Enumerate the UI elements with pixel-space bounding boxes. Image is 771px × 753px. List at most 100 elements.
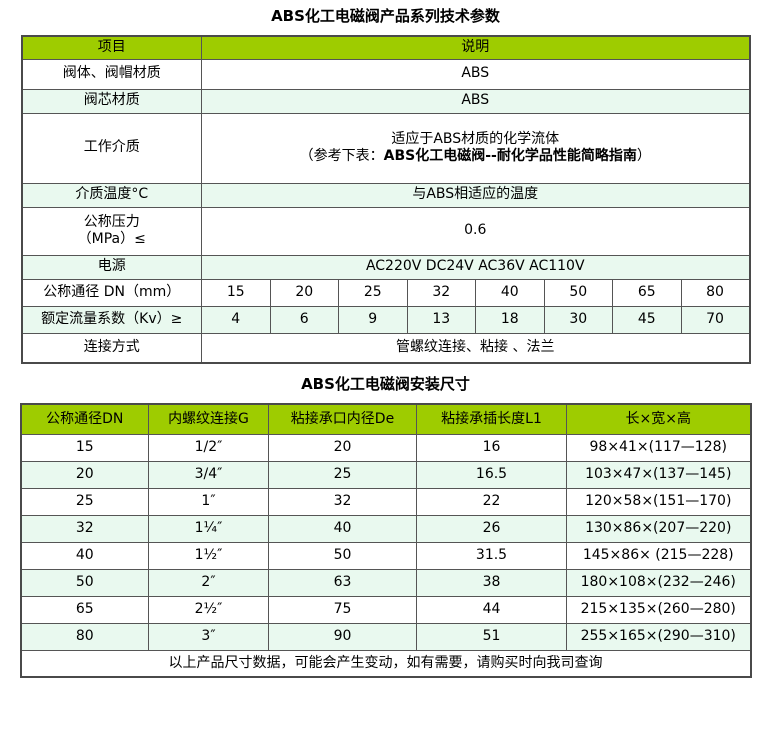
label-medium-temperature: 介质温度°C xyxy=(21,182,202,208)
working-medium-prefix: （参考下表： xyxy=(299,148,384,164)
table-row-connection-type: 连接方式 管螺纹连接、粘接 、法兰 xyxy=(21,332,750,364)
dim-r1-c2: 25 xyxy=(268,460,417,489)
dim-r3-c3: 26 xyxy=(416,514,567,543)
kv-cell-6: 45 xyxy=(612,305,682,334)
working-medium-reference: ABS化工电磁阀--耐化学品性能简略指南 xyxy=(383,148,637,164)
table-row: 32 1¼″ 40 26 130×86×(207—220) xyxy=(20,514,751,543)
dim-r7-c3: 51 xyxy=(416,622,567,651)
table-row-working-medium: 工作介质 适应于ABS材质的化学流体 （参考下表：ABS化工电磁阀--耐化学品性… xyxy=(21,112,750,184)
dim-r3-c0: 32 xyxy=(20,514,149,543)
dim-r7-c0: 80 xyxy=(20,622,149,651)
value-working-medium: 适应于ABS材质的化学流体 （参考下表：ABS化工电磁阀--耐化学品性能简略指南… xyxy=(201,112,750,184)
value-medium-temperature: 与ABS相适应的温度 xyxy=(201,182,750,208)
dn-cell-2: 25 xyxy=(338,278,408,307)
dim-r2-c1: 1″ xyxy=(148,487,269,516)
dim-r6-c4: 215×135×(260—280) xyxy=(566,595,751,624)
table-row: 50 2″ 63 38 180×108×(232—246) xyxy=(20,568,751,597)
dn-cell-3: 32 xyxy=(406,278,476,307)
dim-r4-c1: 1½″ xyxy=(148,541,269,570)
kv-cell-2: 9 xyxy=(338,305,408,334)
dim-r5-c2: 63 xyxy=(268,568,417,597)
kv-cell-3: 13 xyxy=(406,305,476,334)
table-row: 20 3/4″ 25 16.5 103×47×(137—145) xyxy=(20,460,751,489)
dimension-note: 以上产品尺寸数据，可能会产生变动，如有需要，请购买时向我司查询 xyxy=(20,649,751,678)
dim-r5-c4: 180×108×(232—246) xyxy=(566,568,751,597)
working-medium-line-2: （参考下表：ABS化工电磁阀--耐化学品性能简略指南） xyxy=(205,148,746,166)
dn-cell-0: 15 xyxy=(201,278,271,307)
table-row-nominal-diameter: 公称通径 DN（mm） 15 20 25 32 40 50 65 80 xyxy=(21,278,750,307)
dimension-table-title: ABS化工电磁阀安装尺寸 xyxy=(301,375,470,393)
nominal-pressure-label-line-2: （MPa）≤ xyxy=(77,231,146,247)
dim-r0-c0: 15 xyxy=(20,433,149,462)
dim-header-4: 长×宽×高 xyxy=(566,403,751,435)
value-core-material: ABS xyxy=(201,88,750,114)
dim-r2-c2: 32 xyxy=(268,487,417,516)
table-row-dimension-note: 以上产品尺寸数据，可能会产生变动，如有需要，请购买时向我司查询 xyxy=(20,649,751,678)
table-row: 80 3″ 90 51 255×165×(290—310) xyxy=(20,622,751,651)
kv-cell-1: 6 xyxy=(269,305,339,334)
dim-r6-c1: 2½″ xyxy=(148,595,269,624)
table-row-medium-temperature: 介质温度°C 与ABS相适应的温度 xyxy=(21,182,750,208)
label-flow-coefficient: 额定流量系数（Kv）≥ xyxy=(21,305,202,334)
label-power-supply: 电源 xyxy=(21,254,202,280)
dim-r4-c2: 50 xyxy=(268,541,417,570)
working-medium-line-1: 适应于ABS材质的化学流体 xyxy=(391,130,560,147)
dim-r3-c4: 130×86×(207—220) xyxy=(566,514,751,543)
table-row-flow-coefficient: 额定流量系数（Kv）≥ 4 6 9 13 18 30 45 70 xyxy=(21,305,750,334)
dn-cell-1: 20 xyxy=(269,278,339,307)
dim-r4-c0: 40 xyxy=(20,541,149,570)
dn-cell-6: 65 xyxy=(612,278,682,307)
dim-r5-c3: 38 xyxy=(416,568,567,597)
value-connection-type: 管螺纹连接、粘接 、法兰 xyxy=(201,332,750,364)
dim-r2-c4: 120×58×(151—170) xyxy=(566,487,751,516)
dn-cell-4: 40 xyxy=(475,278,545,307)
dimension-table: 公称通径DN 内螺纹连接G 粘接承口内径De 粘接承插长度L1 长×宽×高 15… xyxy=(19,403,752,678)
table-row-nominal-pressure: 公称压力 （MPa）≤ 0.6 xyxy=(21,206,750,256)
table-row: 15 1/2″ 20 16 98×41×(117—128) xyxy=(20,433,751,462)
table-row-body-material: 阀体、阀帽材质 ABS xyxy=(21,58,750,90)
dn-cell-5: 50 xyxy=(543,278,613,307)
label-core-material: 阀芯材质 xyxy=(21,88,202,114)
label-connection-type: 连接方式 xyxy=(21,332,202,364)
dim-header-0: 公称通径DN xyxy=(20,403,149,435)
dim-r6-c3: 44 xyxy=(416,595,567,624)
table-row: 25 1″ 32 22 120×58×(151—170) xyxy=(20,487,751,516)
dim-r3-c1: 1¼″ xyxy=(148,514,269,543)
kv-cell-5: 30 xyxy=(543,305,613,334)
kv-cell-7: 70 xyxy=(680,305,750,334)
dim-r4-c3: 31.5 xyxy=(416,541,567,570)
spec-table: 项目 说明 阀体、阀帽材质 ABS 阀芯材质 ABS 工作介质 适应于ABS材质… xyxy=(20,35,751,364)
dim-r3-c2: 40 xyxy=(268,514,417,543)
spec-header-item: 项目 xyxy=(21,35,202,60)
kv-cell-0: 4 xyxy=(201,305,271,334)
table-row: 65 2½″ 75 44 215×135×(260—280) xyxy=(20,595,751,624)
label-nominal-pressure: 公称压力 （MPa）≤ xyxy=(21,206,202,256)
label-nominal-diameter: 公称通径 DN（mm） xyxy=(21,278,202,307)
dim-r7-c1: 3″ xyxy=(148,622,269,651)
table-row-power-supply: 电源 AC220V DC24V AC36V AC110V xyxy=(21,254,750,280)
value-nominal-pressure: 0.6 xyxy=(201,206,750,256)
dn-cell-7: 80 xyxy=(680,278,750,307)
dim-r1-c0: 20 xyxy=(20,460,149,489)
table-row-spec-header: 项目 说明 xyxy=(21,35,750,60)
table-row-core-material: 阀芯材质 ABS xyxy=(21,88,750,114)
kv-cell-4: 18 xyxy=(475,305,545,334)
dim-r5-c0: 50 xyxy=(20,568,149,597)
dim-r5-c1: 2″ xyxy=(148,568,269,597)
dim-header-3: 粘接承插长度L1 xyxy=(416,403,567,435)
dim-r0-c3: 16 xyxy=(416,433,567,462)
dim-header-2: 粘接承口内径De xyxy=(268,403,417,435)
table-row: 40 1½″ 50 31.5 145×86× (215—228) xyxy=(20,541,751,570)
dim-r6-c0: 65 xyxy=(20,595,149,624)
dim-r1-c1: 3/4″ xyxy=(148,460,269,489)
table-row-dimension-header: 公称通径DN 内螺纹连接G 粘接承口内径De 粘接承插长度L1 长×宽×高 xyxy=(20,403,751,435)
dim-r1-c3: 16.5 xyxy=(416,460,567,489)
spec-header-description: 说明 xyxy=(201,35,750,60)
dim-r2-c0: 25 xyxy=(20,487,149,516)
dim-r7-c4: 255×165×(290—310) xyxy=(566,622,751,651)
dim-r0-c4: 98×41×(117—128) xyxy=(566,433,751,462)
dim-r2-c3: 22 xyxy=(416,487,567,516)
dim-r7-c2: 90 xyxy=(268,622,417,651)
label-body-material: 阀体、阀帽材质 xyxy=(21,58,202,90)
